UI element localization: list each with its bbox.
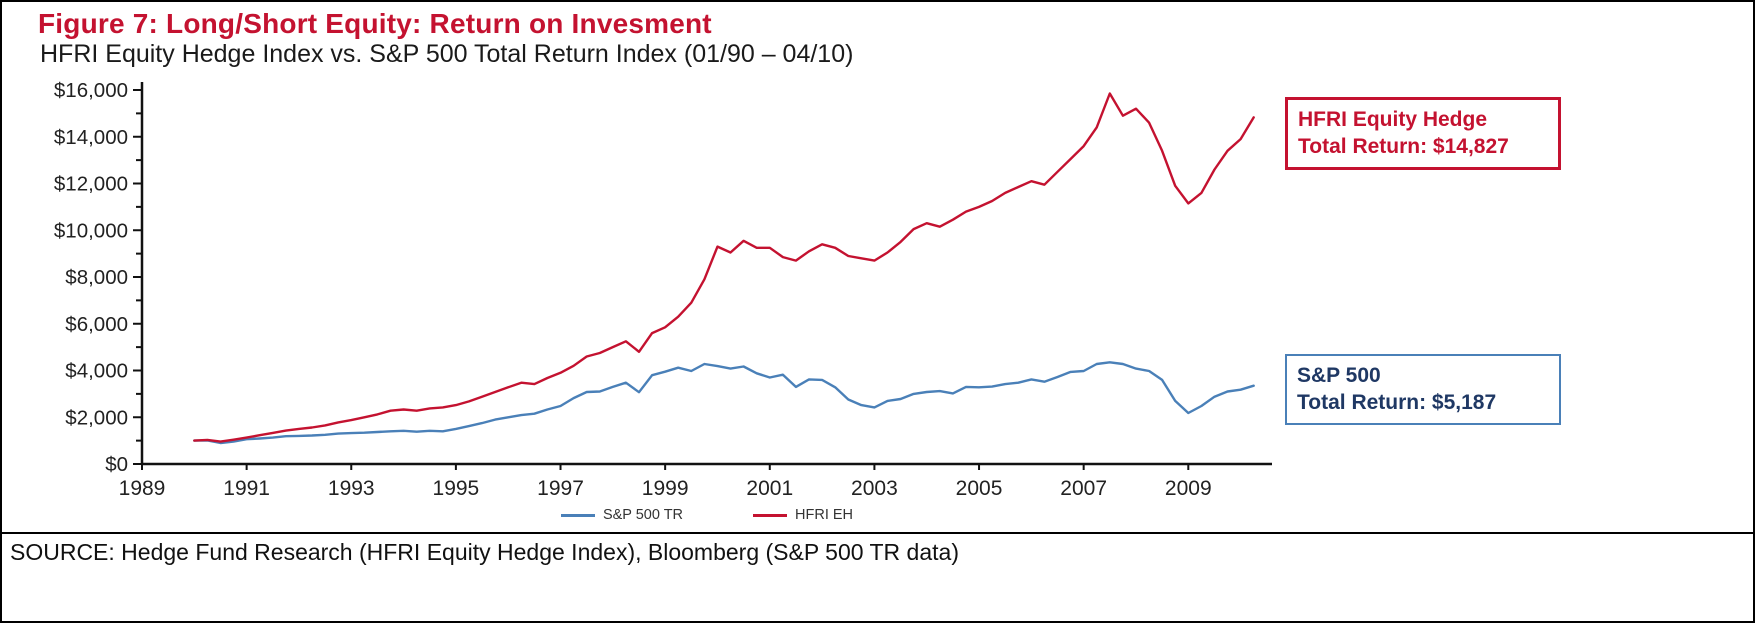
footer-divider [2, 532, 1753, 534]
source-note: SOURCE: Hedge Fund Research (HFRI Equity… [10, 539, 959, 565]
sp500-callout-line2: Total Return: $5,187 [1297, 391, 1497, 415]
x-tick-label: 1997 [537, 477, 584, 500]
y-tick-label: $16,000 [54, 79, 128, 102]
legend-item-sp500: S&P 500 TR [560, 507, 684, 523]
series-line-s-p-500-tr [193, 361, 1255, 445]
legend-label-hfri: HFRI EH [795, 507, 854, 523]
y-tick-label: $8,000 [65, 266, 128, 289]
x-tick-label: 2009 [1165, 477, 1212, 500]
legend-label-sp500: S&P 500 TR [602, 507, 684, 523]
y-tick-label: $14,000 [54, 126, 128, 149]
sp500-callout: S&P 500 Total Return: $5,187 [1285, 354, 1561, 425]
legend-swatch-hfri [753, 513, 788, 517]
hfri-callout-line2: Total Return: $14,827 [1298, 135, 1509, 159]
x-tick-label: 2003 [851, 477, 898, 500]
line-chart: $0 $2,000 $4,000 $6,000 $8,000 $10,000 $12,000… [54, 79, 1272, 500]
legend-swatch-sp500 [560, 513, 595, 517]
y-tick-label: $10,000 [54, 219, 128, 242]
x-tick-label: 1989 [119, 477, 166, 500]
x-tick-label: 2001 [746, 477, 793, 500]
y-tick-label: $2,000 [65, 406, 128, 429]
series-line-hfri-eh [193, 92, 1255, 443]
legend: S&P 500 TR HFRI EH [142, 507, 1272, 523]
figure-title: Figure 7: Long/Short Equity: Return on I… [38, 8, 712, 39]
x-tick-label: 2007 [1060, 477, 1107, 500]
x-tick-label: 1995 [433, 477, 480, 500]
y-tick-label: $12,000 [54, 173, 128, 196]
y-tick-label: $0 [105, 453, 128, 476]
hfri-callout: HFRI Equity Hedge Total Return: $14,827 [1285, 97, 1561, 170]
y-tick-label: $4,000 [65, 360, 128, 383]
sp500-callout-line1: S&P 500 [1297, 364, 1381, 387]
x-tick-label: 1993 [328, 477, 375, 500]
legend-item-hfri: HFRI EH [753, 507, 853, 523]
x-tick-label: 1991 [223, 477, 270, 500]
hfri-callout-line1: HFRI Equity Hedge [1298, 108, 1488, 131]
x-tick-label: 1999 [642, 477, 689, 500]
figure-subtitle: HFRI Equity Hedge Index vs. S&P 500 Tota… [40, 40, 854, 68]
x-tick-label: 2005 [956, 477, 1003, 500]
y-tick-label: $6,000 [65, 313, 128, 336]
